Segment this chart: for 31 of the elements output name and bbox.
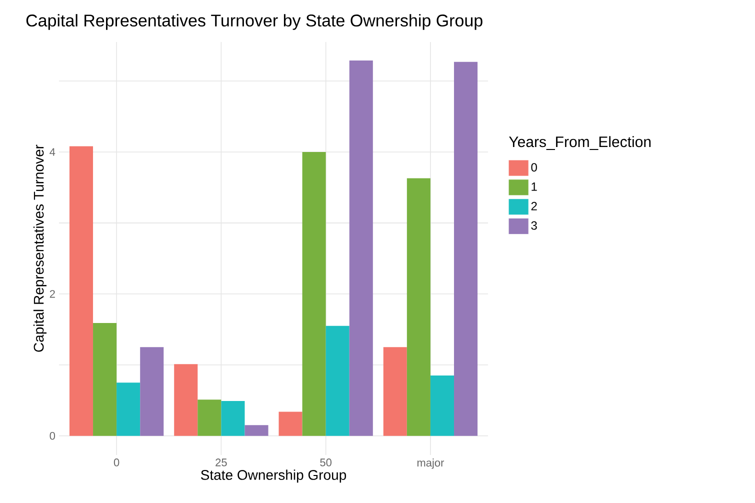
y-axis-title: Capital Representatives Turnover [33,144,46,352]
chart-title: Capital Representatives Turnover by State Ownership Group [26,14,482,30]
bar [349,60,373,436]
x-tick-label: major [417,458,444,469]
bar [244,425,268,436]
bar [278,412,302,436]
y-tick-label: 0 [50,432,56,440]
bar [406,178,430,436]
bar [383,347,407,436]
legend-title: Years_From_Election [509,136,651,150]
y-tick-label: 2 [50,290,55,298]
bar [140,347,164,436]
bar [198,400,222,436]
bar [302,152,326,436]
bar [221,401,245,436]
bar [454,62,478,436]
x-axis-title: State Ownership Group [201,470,346,483]
bar [430,376,454,436]
legend-label: 0 [531,163,537,172]
bar [116,382,140,436]
x-tick-label: 25 [216,458,227,466]
bar [93,323,117,436]
bar [326,326,350,436]
bar [69,146,94,436]
legend-label: 2 [531,202,537,210]
legend-label: 1 [532,182,537,191]
x-tick-label: 50 [320,458,332,466]
bar [174,364,198,436]
x-tick-label: 0 [114,458,120,466]
legend-label: 3 [531,221,537,230]
y-tick-label: 4 [50,148,56,156]
